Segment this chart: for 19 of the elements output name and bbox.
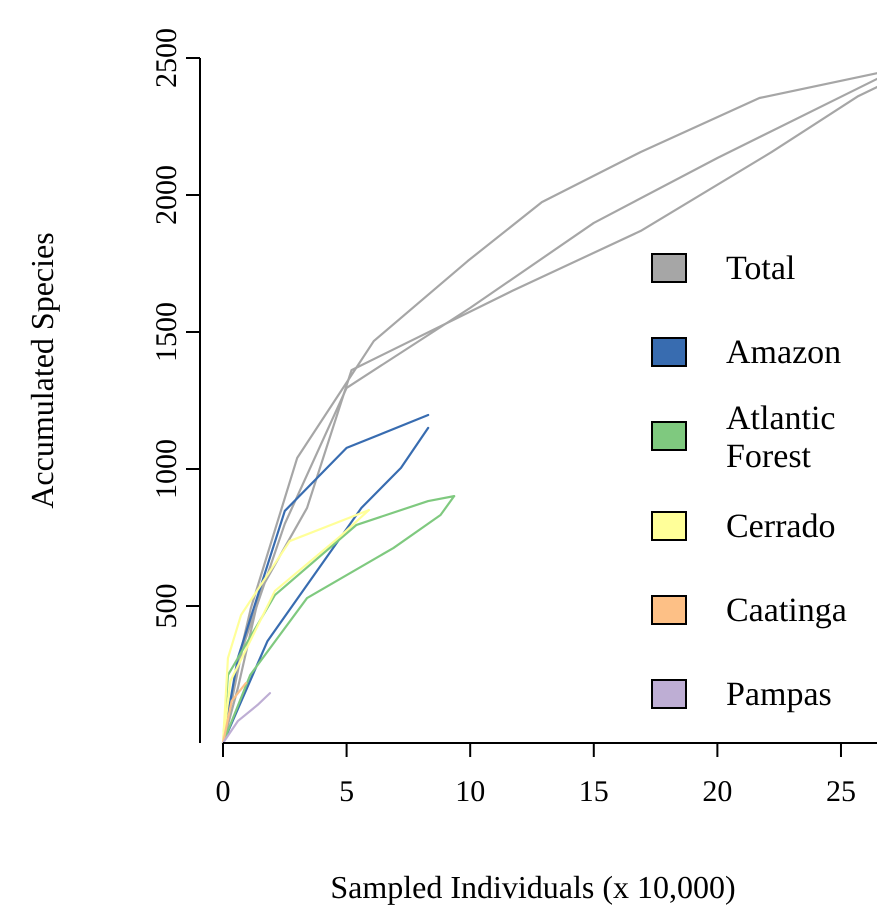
x-tick-label: 20	[702, 775, 732, 808]
y-tick-label: 500	[150, 584, 183, 628]
legend-label: Pampas	[726, 676, 832, 713]
x-tick-label: 10	[455, 775, 486, 808]
x-tick-label: 0	[216, 775, 230, 808]
x-tick-label: 25	[826, 775, 856, 808]
y-tick-label: 1500	[150, 302, 183, 362]
legend-label: Total	[726, 250, 796, 287]
legend-label: Caatinga	[726, 592, 847, 629]
x-axis-title: Sampled Individuals (x 10,000)	[330, 869, 736, 905]
legend-label: Cerrado	[726, 508, 836, 545]
x-tick-label: 5	[339, 775, 354, 808]
x-tick-label: 15	[578, 775, 609, 808]
y-tick-label: 2500	[150, 28, 183, 88]
y-tick-label: 1000	[150, 439, 183, 499]
y-axis-title: Accumulated Species	[24, 232, 60, 509]
legend-label: Atlantic Forest	[726, 400, 836, 475]
y-tick-label: 2000	[150, 165, 183, 225]
legend-label: Amazon	[726, 334, 842, 371]
